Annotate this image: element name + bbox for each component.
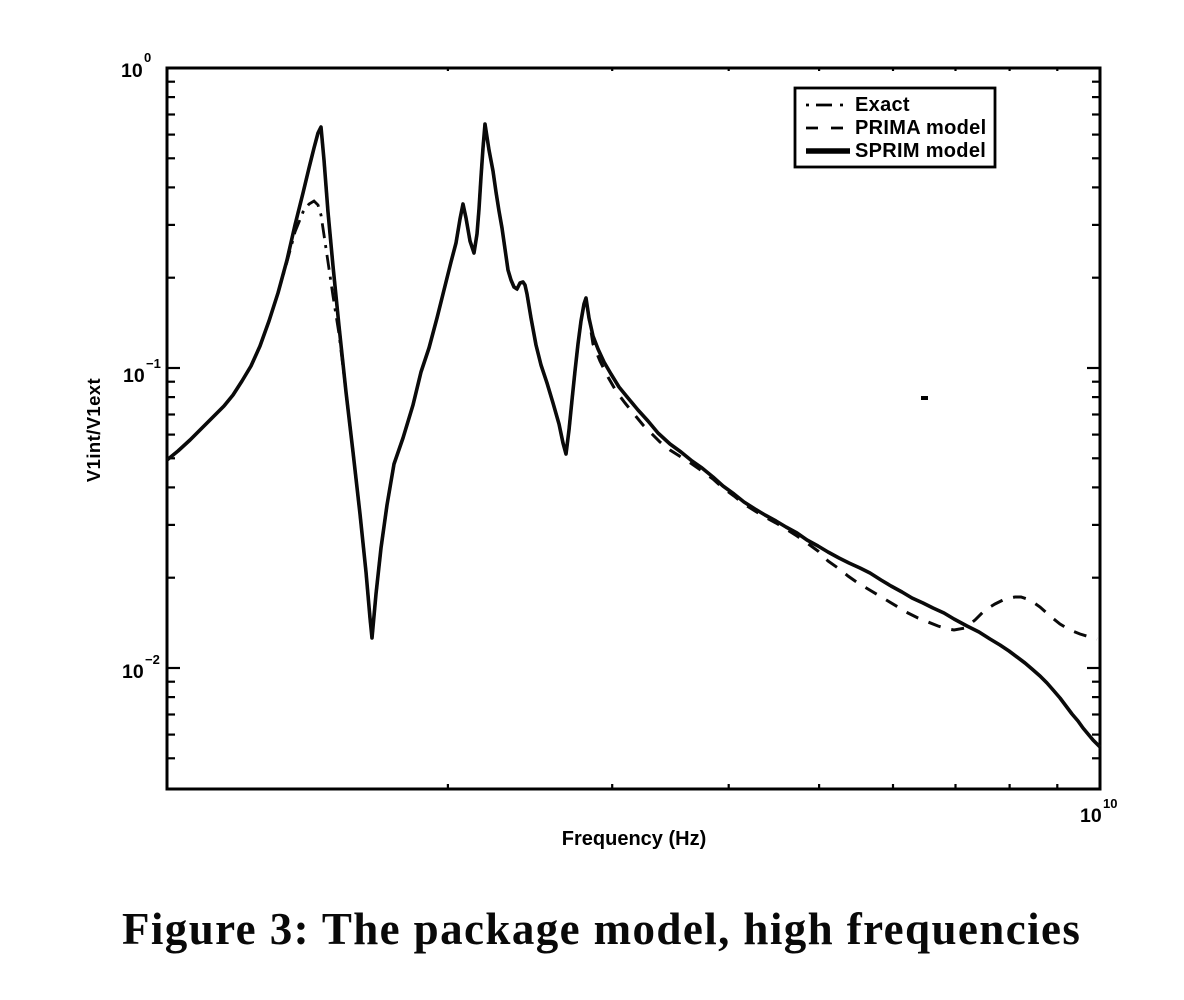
svg-text:10: 10 <box>122 661 144 683</box>
svg-text:10: 10 <box>1103 796 1117 811</box>
svg-text:10: 10 <box>121 60 143 82</box>
svg-text:−2: −2 <box>145 652 160 667</box>
svg-text:V1int/V1ext: V1int/V1ext <box>83 378 104 482</box>
svg-text:10: 10 <box>123 365 145 387</box>
svg-text:0: 0 <box>144 50 151 65</box>
svg-text:SPRIM model: SPRIM model <box>855 140 986 162</box>
svg-text:Exact: Exact <box>855 94 910 116</box>
svg-text:−1: −1 <box>146 356 161 371</box>
svg-text:PRIMA model: PRIMA model <box>855 117 986 139</box>
svg-text:Frequency (Hz): Frequency (Hz) <box>562 828 706 850</box>
svg-text:10: 10 <box>1080 805 1102 827</box>
